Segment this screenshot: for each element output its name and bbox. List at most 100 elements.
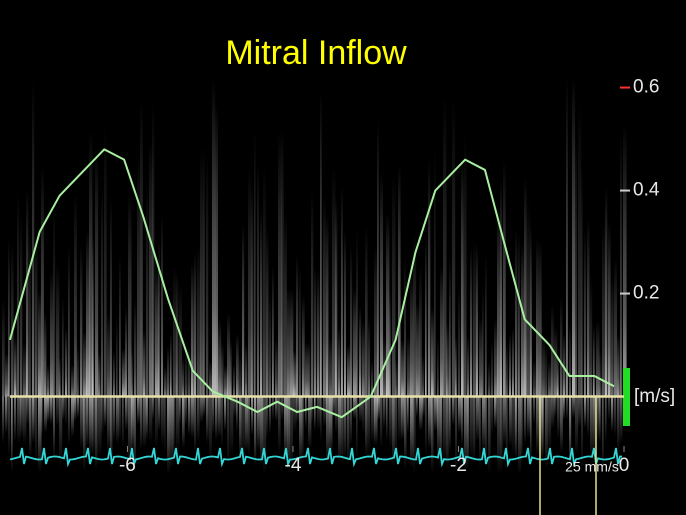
spectral-streak	[500, 180, 503, 397]
spectral-streak	[470, 247, 473, 397]
spectral-streak	[269, 293, 271, 397]
spectral-streak	[509, 333, 512, 397]
spectral-streak	[14, 396, 16, 442]
spectral-streak	[434, 396, 438, 432]
spectral-streak	[560, 396, 563, 453]
spectral-streak	[242, 396, 245, 459]
spectral-streak	[497, 205, 501, 397]
spectral-streak	[545, 396, 548, 469]
spectral-streak	[389, 291, 391, 397]
spectral-streak	[110, 196, 112, 397]
spectral-streak	[398, 396, 402, 443]
spectral-streak	[95, 146, 99, 397]
spectral-streak	[206, 396, 209, 444]
spectral-streak	[173, 396, 176, 454]
spectral-streak	[416, 303, 420, 397]
spectral-streak	[353, 287, 357, 397]
spectral-streak	[212, 79, 216, 397]
spectral-streak	[197, 244, 201, 397]
spectral-streak	[527, 201, 531, 397]
sweep-speed: 25 mm/s	[565, 459, 619, 475]
spectral-streak	[494, 396, 497, 429]
spectral-streak	[113, 351, 115, 397]
spectral-streak	[536, 236, 539, 397]
spectral-streak	[116, 316, 118, 397]
spectral-streak	[47, 364, 50, 397]
spectral-streak	[599, 396, 601, 443]
spectral-streak	[455, 396, 458, 474]
spectral-streak	[437, 338, 439, 397]
spectral-streak	[245, 396, 249, 452]
spectral-streak	[602, 222, 606, 397]
spectral-streak	[323, 196, 326, 397]
spectral-streak	[341, 396, 344, 465]
spectral-streak	[41, 164, 44, 397]
spectral-streak	[293, 350, 296, 397]
spectral-streak	[350, 245, 353, 397]
spectral-streak	[2, 396, 5, 444]
spectral-streak	[305, 342, 309, 397]
spectral-streak	[104, 396, 107, 428]
spectral-streak	[260, 208, 263, 397]
spectral-streak	[278, 396, 281, 455]
spectral-streak	[461, 158, 464, 397]
spectral-streak	[506, 396, 508, 470]
spectral-streak	[515, 229, 518, 397]
spectral-streak	[575, 396, 579, 457]
spectral-streak	[56, 396, 60, 427]
spectral-streak	[44, 396, 48, 433]
spectral-streak	[191, 396, 194, 438]
spectral-streak	[125, 307, 128, 397]
spectral-streak	[128, 190, 132, 397]
spectral-streak	[332, 396, 336, 419]
spectral-streak	[248, 396, 250, 457]
spectral-streak	[362, 321, 365, 397]
spectral-streak	[386, 213, 390, 397]
spectral-streak	[443, 396, 447, 462]
spectral-streak	[455, 336, 457, 397]
spectral-streak	[512, 396, 516, 457]
spectral-streak	[149, 396, 153, 444]
spectral-streak	[482, 396, 486, 453]
spectral-streak	[428, 396, 432, 449]
spectral-streak	[11, 396, 13, 473]
spectral-streak	[200, 147, 203, 397]
spectral-streak	[542, 396, 544, 459]
spectral-streak	[425, 236, 427, 397]
spectral-streak	[257, 396, 261, 451]
spectral-streak	[365, 225, 368, 397]
spectral-streak	[26, 396, 29, 425]
spectral-streak	[572, 396, 575, 419]
spectral-streak	[152, 396, 155, 420]
velocity-trace	[8, 148, 615, 419]
spectral-streak	[5, 353, 9, 397]
spectral-streak	[491, 396, 493, 436]
spectral-streak	[185, 396, 187, 426]
spectral-streak	[230, 339, 232, 397]
spectral-streak	[170, 332, 172, 397]
spectral-streak	[386, 396, 388, 442]
spectral-streak	[518, 396, 522, 475]
spectral-streak	[164, 396, 166, 454]
spectral-streak	[527, 396, 531, 438]
spectral-streak	[95, 396, 98, 470]
spectral-streak	[356, 396, 358, 465]
spectral-streak	[560, 295, 563, 397]
spectral-streak	[464, 133, 467, 397]
spectral-streak	[320, 91, 322, 397]
spectral-streak	[20, 396, 24, 438]
y-tick-label: 0.6	[633, 77, 659, 98]
spectral-streak	[149, 140, 153, 397]
y-axis-label: [m/s]	[634, 386, 675, 407]
spectral-streak	[227, 312, 231, 397]
spectral-streak	[377, 396, 380, 421]
ecg-line	[9, 447, 623, 468]
spectral-streak	[452, 396, 455, 426]
spectral-streak	[194, 251, 197, 397]
spectral-streak	[221, 396, 223, 448]
spectral-streak	[461, 396, 463, 446]
spectral-streak	[581, 168, 583, 397]
spectral-streak	[41, 396, 43, 436]
spectral-streak	[578, 103, 582, 397]
spectral-streak	[17, 396, 21, 444]
